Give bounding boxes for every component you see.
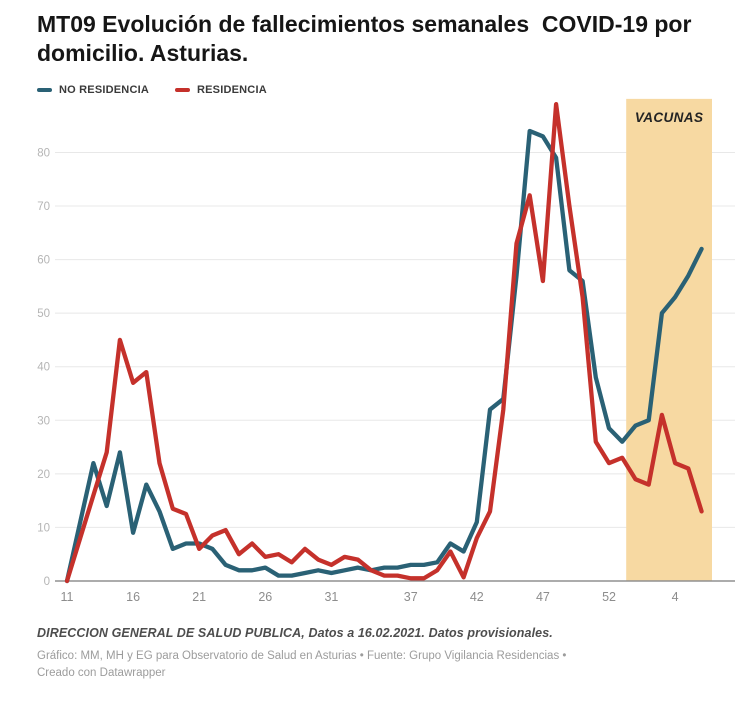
x-tick-label: 26 bbox=[258, 590, 272, 604]
x-tick-label: 11 bbox=[61, 590, 74, 604]
x-tick-label: 16 bbox=[126, 590, 140, 604]
y-tick-label: 60 bbox=[37, 254, 50, 266]
x-tick-label: 37 bbox=[404, 590, 418, 604]
legend-item-no-residencia: NO RESIDENCIA bbox=[37, 84, 149, 96]
chart-title: MT09 Evolución de fallecimientos semanal… bbox=[37, 11, 698, 67]
x-tick-label: 31 bbox=[324, 590, 338, 604]
y-tick-label: 0 bbox=[44, 576, 50, 588]
y-tick-label: 30 bbox=[37, 415, 50, 427]
x-tick-label: 52 bbox=[602, 590, 616, 604]
chart-notes: DIRECCION GENERAL DE SALUD PUBLICA, Dato… bbox=[37, 625, 553, 640]
y-tick-label: 10 bbox=[37, 522, 50, 534]
x-tick-label: 21 bbox=[192, 590, 206, 604]
y-tick-label: 20 bbox=[37, 469, 50, 481]
x-tick-label: 42 bbox=[470, 590, 484, 604]
chart-header: MT09 Evolución de fallecimientos semanal… bbox=[0, 0, 754, 96]
credits-line-1: Gráfico: MM, MH y EG para Observatorio d… bbox=[37, 649, 567, 662]
y-tick-label: 50 bbox=[37, 308, 50, 320]
vaccination-band-label: VACUNAS bbox=[635, 110, 704, 125]
line-chart: VACUNAS 0 10 20 30 40 50 60 70 80 11 16 21 26 31 37 42 47… bbox=[37, 98, 735, 604]
legend-swatch-no-residencia-icon bbox=[37, 87, 52, 92]
credits-line-2: Creado con Datawrapper bbox=[37, 667, 166, 680]
x-tick-label: 47 bbox=[536, 590, 550, 604]
chart-credits: Gráfico: MM, MH y EG para Observatorio d… bbox=[37, 648, 714, 683]
series-line-residencia bbox=[64, 101, 704, 584]
x-tick-label: 4 bbox=[672, 590, 679, 604]
series-line-no-residencia bbox=[64, 128, 704, 584]
chart-footer: DIRECCION GENERAL DE SALUD PUBLICA, Dato… bbox=[0, 626, 754, 683]
legend-item-residencia: RESIDENCIA bbox=[175, 84, 267, 96]
legend-swatch-residencia-icon bbox=[175, 87, 190, 92]
chart-legend: NO RESIDENCIA RESIDENCIA bbox=[37, 84, 714, 96]
legend-label-no-residencia: NO RESIDENCIA bbox=[59, 83, 149, 96]
legend-label-residencia: RESIDENCIA bbox=[197, 83, 267, 96]
y-tick-label: 70 bbox=[37, 201, 50, 213]
y-tick-label: 40 bbox=[37, 362, 50, 374]
y-tick-label: 80 bbox=[37, 147, 50, 159]
